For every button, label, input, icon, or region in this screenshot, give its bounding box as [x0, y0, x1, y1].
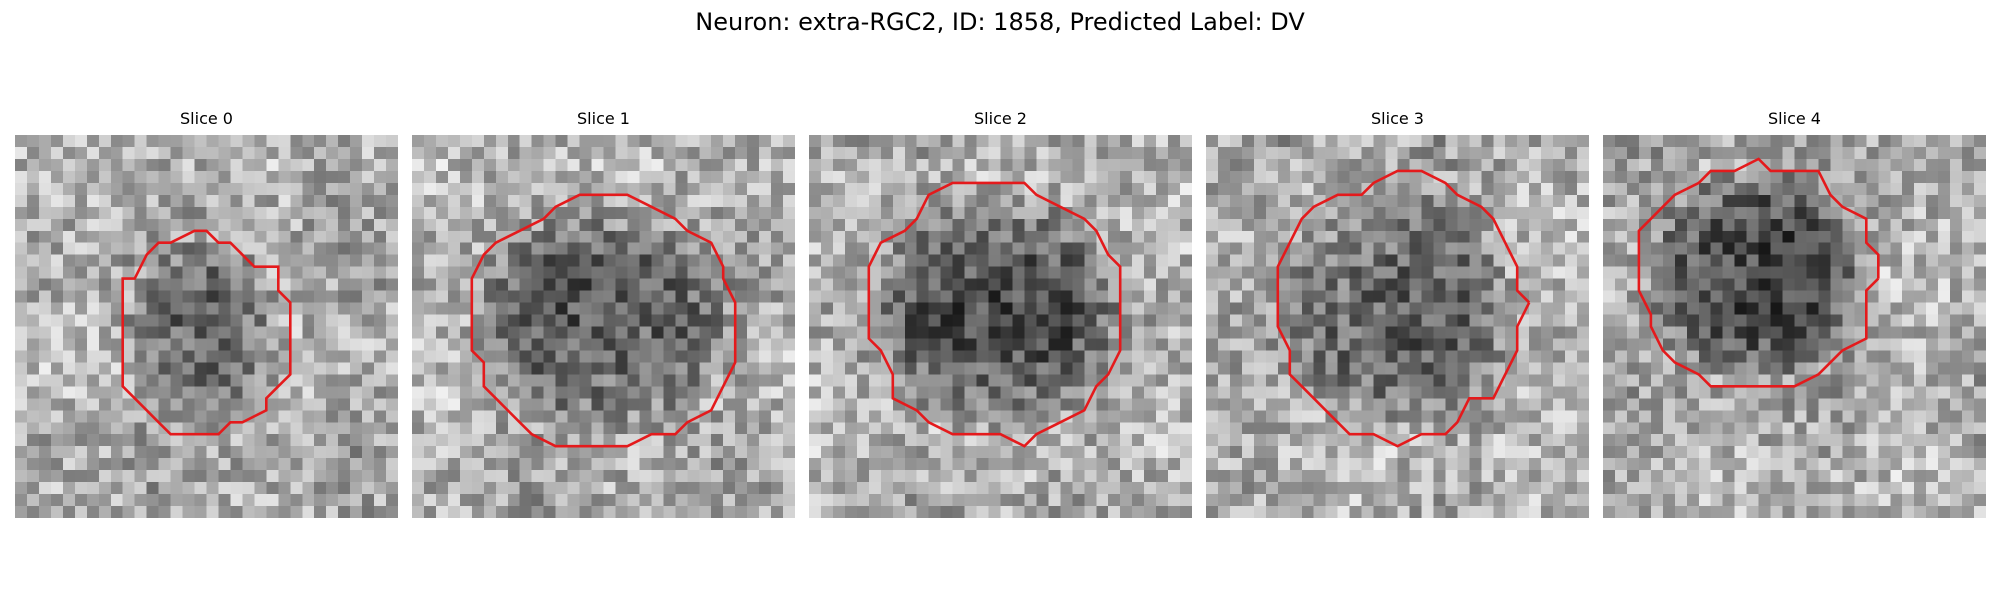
slice-image-2 — [809, 135, 1192, 518]
cell-contour-2 — [867, 181, 1122, 448]
slice-image-0 — [15, 135, 398, 518]
slice-image-4 — [1603, 135, 1986, 518]
cell-contour-1 — [470, 193, 737, 448]
figure-title: Neuron: extra-RGC2, ID: 1858, Predicted … — [695, 8, 1305, 36]
cell-contour-3 — [1276, 169, 1531, 448]
slice-title-1: Slice 1 — [577, 109, 630, 128]
slice-image-1 — [412, 135, 795, 518]
slice-title-0: Slice 0 — [180, 109, 233, 128]
cell-contour-4 — [1637, 157, 1880, 388]
slice-image-3 — [1206, 135, 1589, 518]
slice-title-3: Slice 3 — [1371, 109, 1424, 128]
slice-title-4: Slice 4 — [1768, 109, 1821, 128]
slice-title-2: Slice 2 — [974, 109, 1027, 128]
cell-contour-0 — [121, 229, 292, 436]
